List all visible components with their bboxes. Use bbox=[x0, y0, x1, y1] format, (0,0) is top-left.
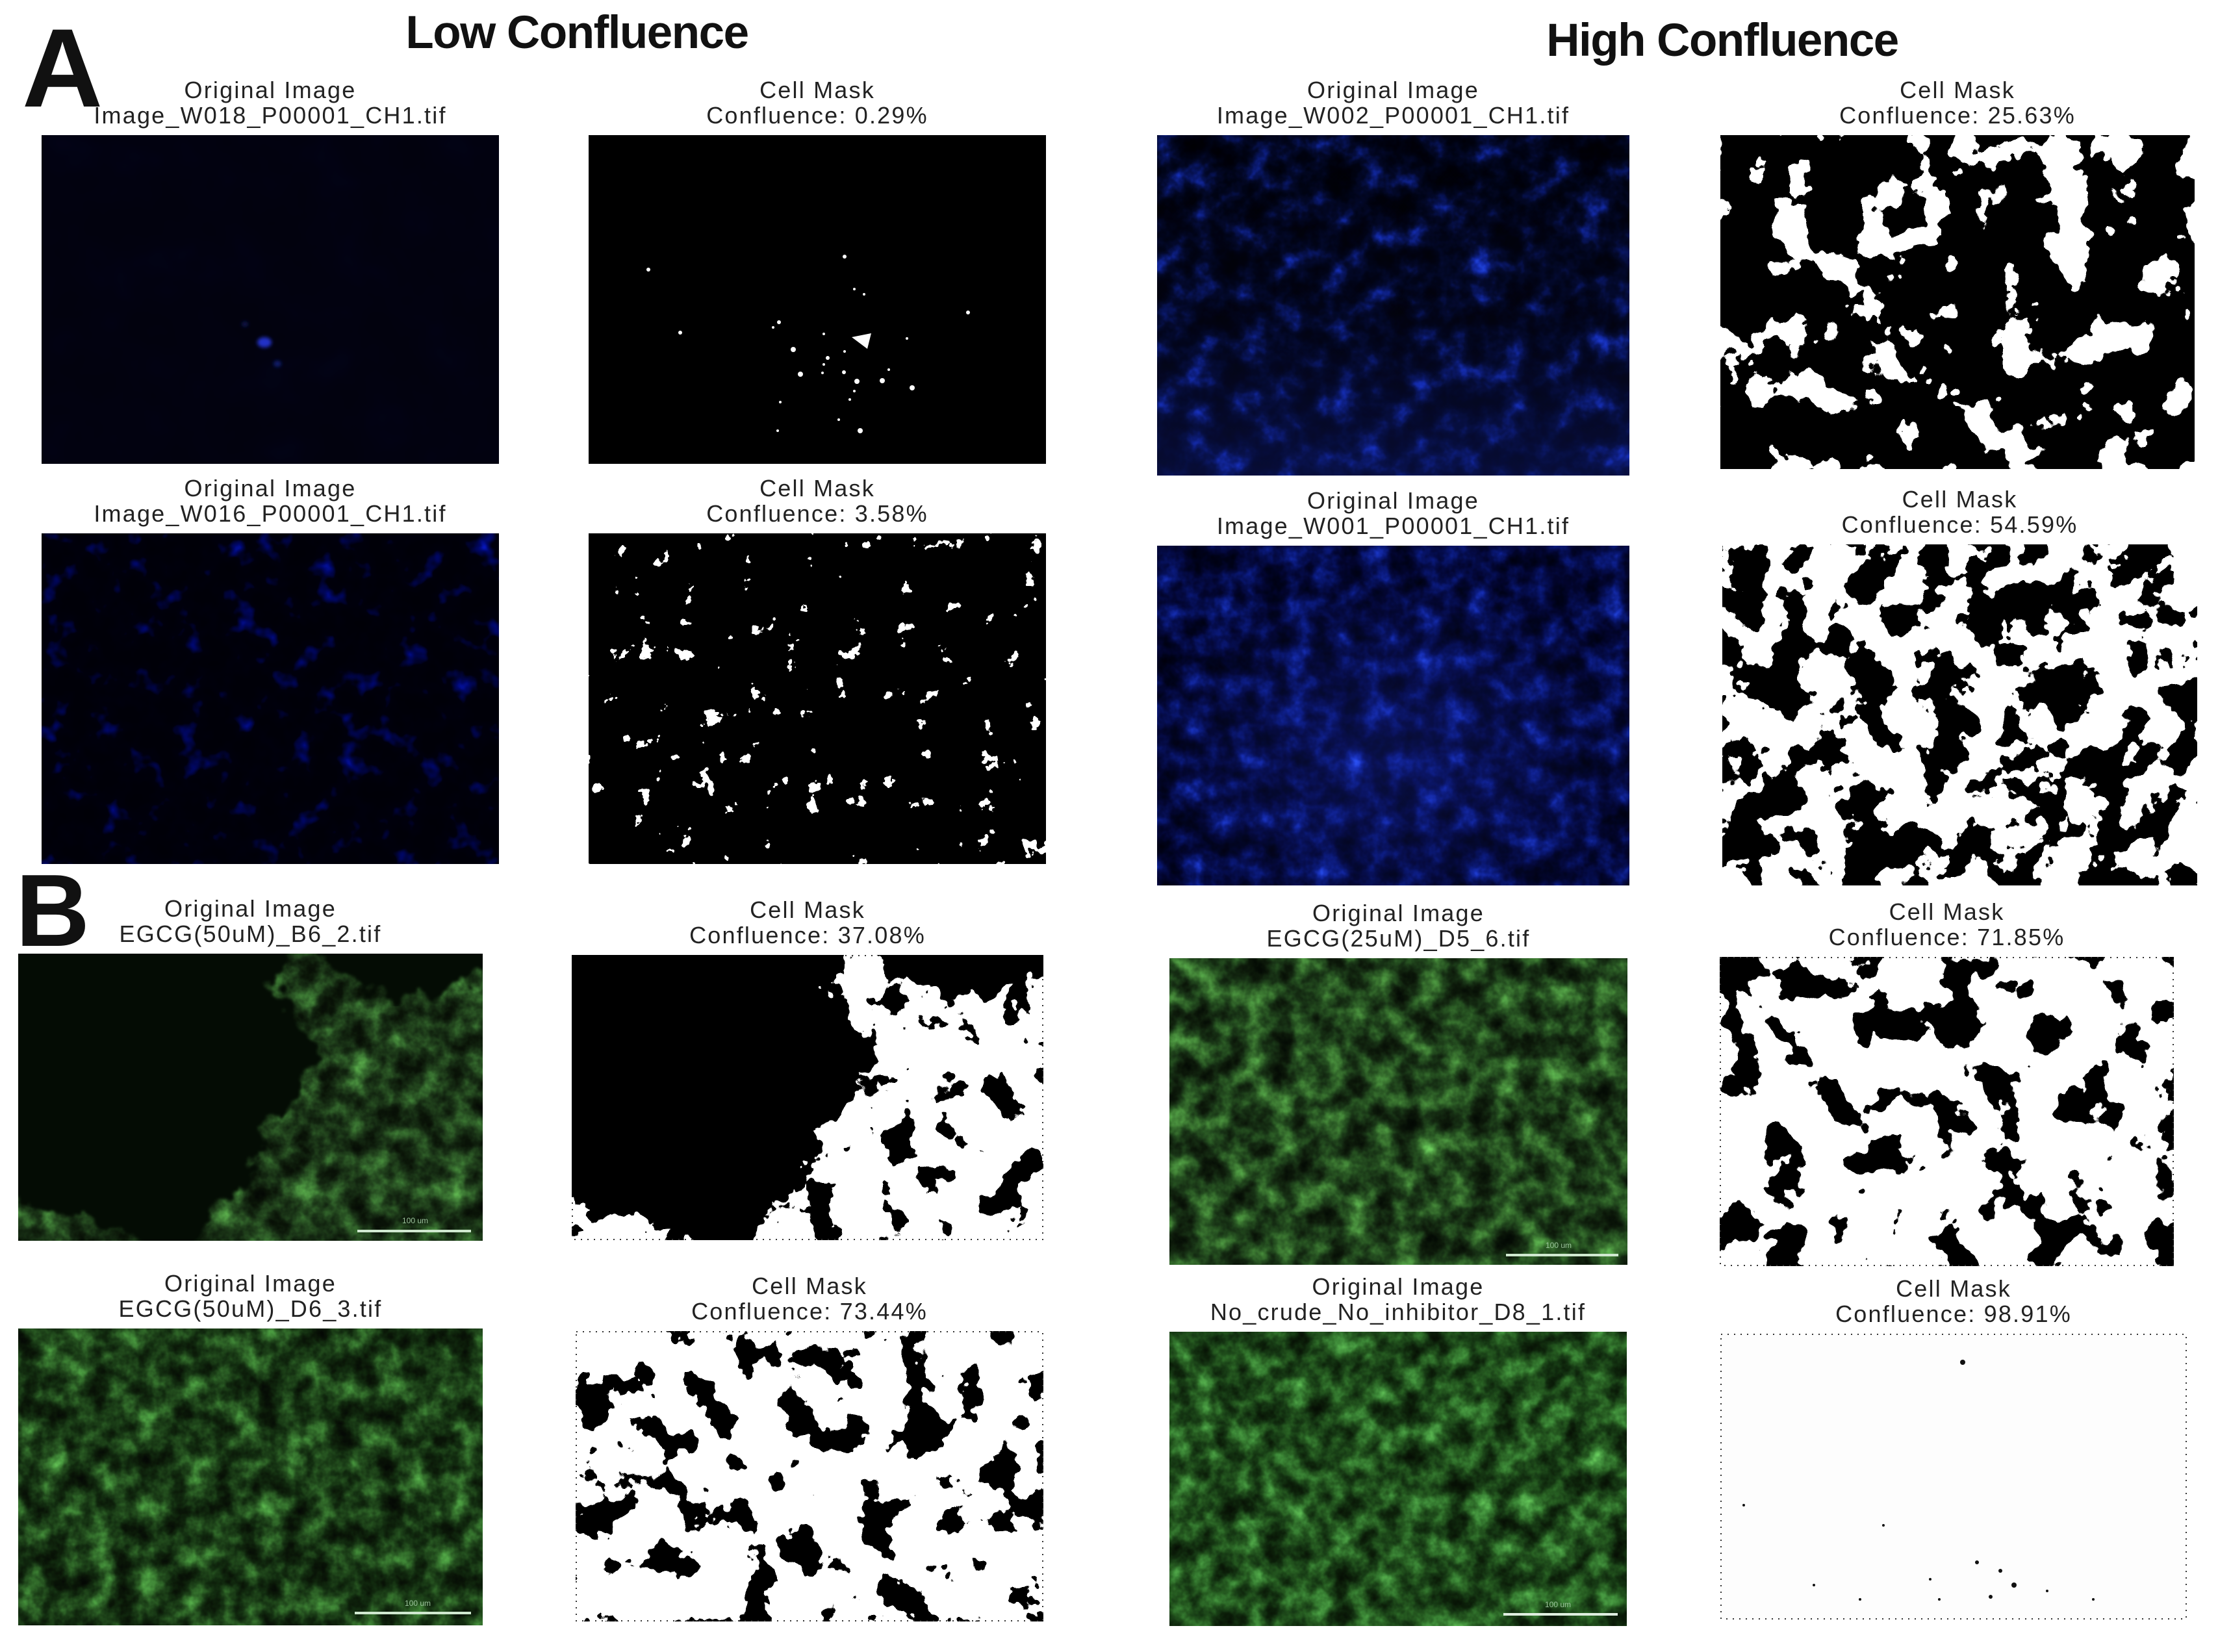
svg-text:100 um: 100 um bbox=[1546, 1241, 1572, 1250]
svg-text:100 um: 100 um bbox=[1545, 1600, 1571, 1609]
svg-text:100 um: 100 um bbox=[402, 1216, 428, 1225]
svg-text:100 um: 100 um bbox=[405, 1599, 431, 1608]
